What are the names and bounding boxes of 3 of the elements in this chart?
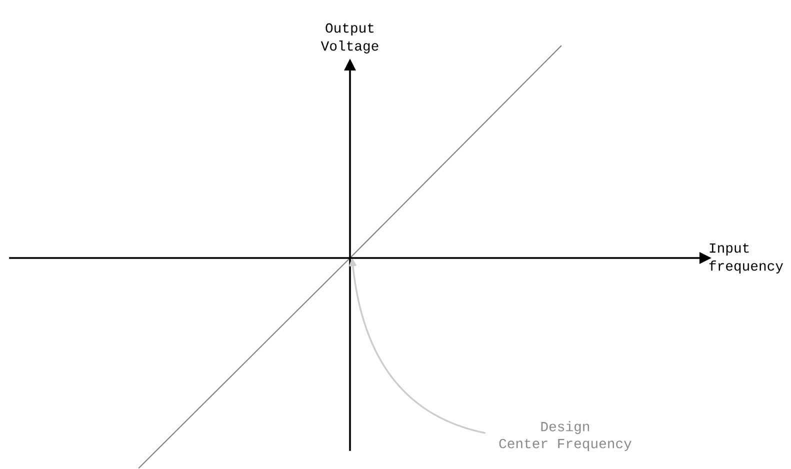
annotation: Design Center Frequency	[499, 421, 632, 452]
x-axis-title: Input frequency	[709, 243, 784, 274]
y-axis-title: Output Voltage	[320, 23, 378, 54]
